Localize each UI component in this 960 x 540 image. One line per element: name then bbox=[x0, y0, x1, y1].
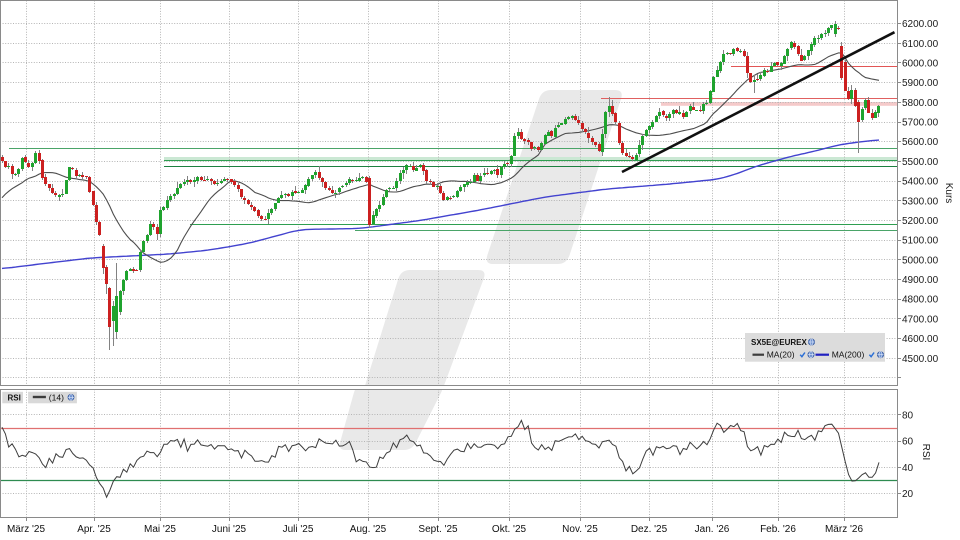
svg-text:5200.00: 5200.00 bbox=[902, 216, 939, 227]
svg-text:Kurs: Kurs bbox=[943, 183, 954, 204]
svg-text:Mai '25: Mai '25 bbox=[144, 524, 176, 535]
svg-text:Nov. '25: Nov. '25 bbox=[562, 524, 598, 535]
svg-text:Dez. '25: Dez. '25 bbox=[631, 524, 668, 535]
svg-text:4800.00: 4800.00 bbox=[902, 295, 939, 306]
svg-text:März '26: März '26 bbox=[825, 524, 863, 535]
svg-text:RSI: RSI bbox=[920, 444, 931, 461]
svg-text:5700.00: 5700.00 bbox=[902, 118, 939, 129]
svg-text:5400.00: 5400.00 bbox=[902, 177, 939, 188]
svg-text:(14): (14) bbox=[49, 392, 64, 402]
svg-text:MA(20): MA(20) bbox=[767, 350, 795, 360]
svg-text:RSI: RSI bbox=[8, 393, 21, 402]
svg-text:4900.00: 4900.00 bbox=[902, 275, 939, 286]
svg-text:60: 60 bbox=[902, 437, 914, 448]
svg-text:5900.00: 5900.00 bbox=[902, 78, 939, 89]
svg-text:5000.00: 5000.00 bbox=[902, 255, 939, 266]
svg-text:6200.00: 6200.00 bbox=[902, 19, 939, 30]
svg-text:5500.00: 5500.00 bbox=[902, 157, 939, 168]
svg-text:5300.00: 5300.00 bbox=[902, 196, 939, 207]
svg-text:5600.00: 5600.00 bbox=[902, 137, 939, 148]
svg-text:5800.00: 5800.00 bbox=[902, 98, 939, 109]
svg-text:Feb. '26: Feb. '26 bbox=[760, 524, 796, 535]
svg-text:6000.00: 6000.00 bbox=[902, 59, 939, 70]
svg-text:6100.00: 6100.00 bbox=[902, 39, 939, 50]
svg-text:Okt. '25: Okt. '25 bbox=[492, 524, 527, 535]
svg-text:4700.00: 4700.00 bbox=[902, 314, 939, 325]
svg-text:40: 40 bbox=[902, 463, 914, 474]
svg-text:Jan. '26: Jan. '26 bbox=[695, 524, 730, 535]
svg-text:5100.00: 5100.00 bbox=[902, 236, 939, 247]
svg-text:Juli '25: Juli '25 bbox=[283, 524, 314, 535]
svg-text:MA(200): MA(200) bbox=[832, 350, 865, 360]
svg-text:4600.00: 4600.00 bbox=[902, 334, 939, 345]
svg-text:4500.00: 4500.00 bbox=[902, 354, 939, 365]
svg-text:SX5E@EUREX: SX5E@EUREX bbox=[751, 338, 807, 347]
svg-text:80: 80 bbox=[902, 410, 914, 421]
svg-text:Sept. '25: Sept. '25 bbox=[418, 524, 458, 535]
svg-text:20: 20 bbox=[902, 489, 914, 500]
svg-text:Apr. '25: Apr. '25 bbox=[77, 524, 111, 535]
svg-text:Aug. '25: Aug. '25 bbox=[350, 524, 387, 535]
svg-text:März '25: März '25 bbox=[7, 524, 45, 535]
svg-text:Juni '25: Juni '25 bbox=[212, 524, 247, 535]
